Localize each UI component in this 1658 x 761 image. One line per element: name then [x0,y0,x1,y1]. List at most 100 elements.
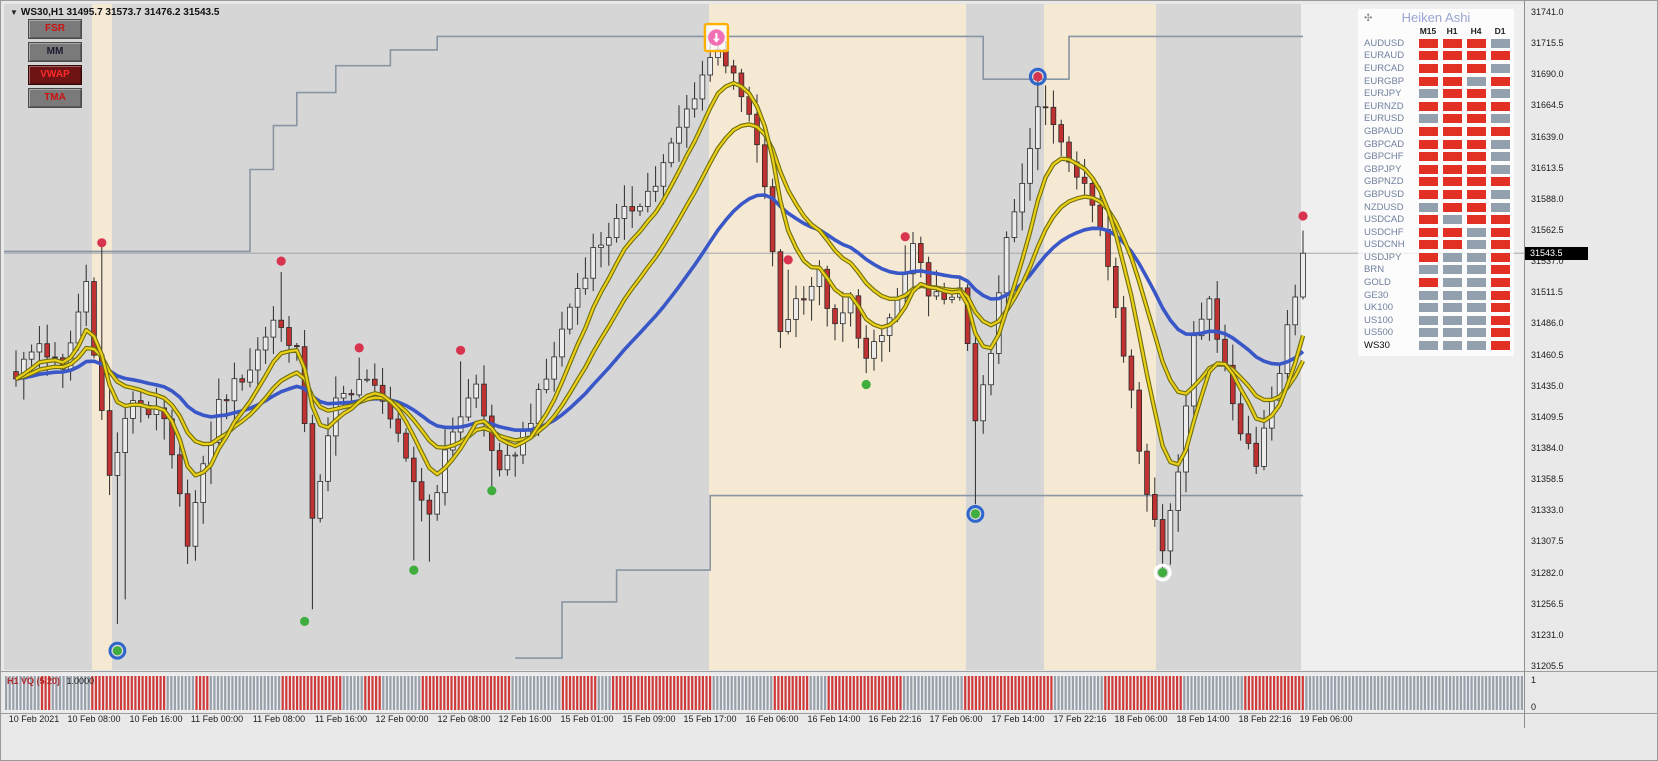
trend-cell-d1 [1490,215,1510,225]
panel-row-uk100[interactable]: UK100 [1358,301,1514,314]
panel-row-ws30[interactable]: WS30 [1358,339,1514,352]
panel-column-headers: M15 H1 H4 D1 [1358,25,1514,37]
price-axis-label: 31435.0 [1531,380,1564,391]
panel-row-gbpjpy[interactable]: GBPJPY [1358,163,1514,176]
trend-cell-m15 [1418,315,1438,325]
panel-row-gbpaud[interactable]: GBPAUD [1358,125,1514,138]
trend-cell-h4 [1466,189,1486,199]
symbol-dropdown-icon[interactable]: ▼ [10,8,18,17]
trend-cell-m15 [1418,38,1438,48]
time-axis-label: 18 Feb 22:16 [1238,714,1292,724]
trend-cell-m15 [1418,202,1438,212]
panel-rows: AUDUSD EURAUD EURCAD EURGBP EURJPY EURNZD EURU… [1358,37,1514,352]
trend-cell-h1 [1442,89,1462,99]
panel-row-gbpusd[interactable]: GBPUSD [1358,188,1514,201]
panel-row-gold[interactable]: GOLD [1358,276,1514,289]
panel-row-eurjpy[interactable]: EURJPY [1358,87,1514,100]
trend-cell-h4 [1466,126,1486,136]
trend-cell-m15 [1418,114,1438,124]
panel-row-nzdusd[interactable]: NZDUSD [1358,201,1514,214]
panel-symbol-label: GBPNZD [1364,176,1404,188]
trend-cell-h1 [1442,164,1462,174]
trend-cell-d1 [1490,51,1510,61]
price-axis-label: 31537.0 [1531,256,1564,267]
panel-row-eurnzd[interactable]: EURNZD [1358,100,1514,113]
pane-separator[interactable] [1,671,1657,672]
panel-row-audusd[interactable]: AUDUSD [1358,37,1514,50]
trend-cell-d1 [1490,290,1510,300]
panel-symbol-label: EURUSD [1364,113,1405,125]
panel-symbol-label: EURGBP [1364,75,1405,87]
panel-row-usdcad[interactable]: USDCAD [1358,213,1514,226]
price-axis-label: 31690.0 [1531,69,1564,80]
trend-cell-m15 [1418,139,1438,149]
trend-cell-m15 [1418,126,1438,136]
trend-cell-m15 [1418,341,1438,351]
trend-cell-h4 [1466,290,1486,300]
panel-col-h4: H4 [1470,26,1482,36]
panel-row-ge30[interactable]: GE30 [1358,289,1514,302]
heiken-ashi-panel: ✣ Heiken Ashi M15 H1 H4 D1 AUDUSD EURAUD EURC… [1358,9,1514,356]
trend-cell-h1 [1442,240,1462,250]
time-axis-label: 16 Feb 22:16 [868,714,922,724]
trend-cell-m15 [1418,177,1438,187]
time-axis-label: 11 Feb 16:00 [314,714,368,724]
price-axis[interactable]: 31741.0 31715.5 31690.0 31664.5 31639.0 31613… [1528,4,1656,714]
time-axis-label: 18 Feb 14:00 [1176,714,1230,724]
panel-row-us500[interactable]: US500 [1358,327,1514,340]
vq-scale-bottom: 0 [1531,702,1537,712]
panel-row-gbpnzd[interactable]: GBPNZD [1358,176,1514,189]
panel-title: Heiken Ashi [1401,10,1471,25]
time-axis-label: 18 Feb 06:00 [1114,714,1168,724]
panel-row-euraud[interactable]: EURAUD [1358,50,1514,63]
panel-row-eurusd[interactable]: EURUSD [1358,113,1514,126]
panel-symbol-label: BRN [1364,264,1385,276]
fsr-button[interactable]: FSR [28,19,82,39]
trend-cell-m15 [1418,252,1438,262]
trend-cell-m15 [1418,89,1438,99]
time-axis-label: 15 Feb 01:00 [560,714,614,724]
price-axis-label: 31384.0 [1531,443,1564,453]
chart-plot-area[interactable]: ▼ WS30,H1 31495.7 31573.7 31476.2 31543.5… [1,4,1524,670]
panel-row-gbpcad[interactable]: GBPCAD [1358,138,1514,151]
price-axis-label: 31664.5 [1531,100,1564,111]
vwap-button[interactable]: VWAP [28,65,82,85]
trend-cell-m15 [1418,290,1438,300]
tma-button[interactable]: TMA [28,88,82,108]
panel-row-usdchf[interactable]: USDCHF [1358,226,1514,239]
panel-symbol-label: WS30 [1364,340,1390,352]
trend-cell-h4 [1466,315,1486,325]
trend-cell-m15 [1418,240,1438,250]
panel-row-eurcad[interactable]: EURCAD [1358,62,1514,75]
trend-cell-d1 [1490,126,1510,136]
panel-row-eurgbp[interactable]: EURGBP [1358,75,1514,88]
trend-cell-h1 [1442,265,1462,275]
trend-cell-m15 [1418,227,1438,237]
panel-row-usdjpy[interactable]: USDJPY [1358,251,1514,264]
panel-row-usdcnh[interactable]: USDCNH [1358,239,1514,252]
chart-canvas[interactable] [1,4,1524,675]
panel-row-gbpchf[interactable]: GBPCHF [1358,150,1514,163]
mm-button[interactable]: MM [28,42,82,62]
time-axis[interactable]: 10 Feb 2021 10 Feb 08:00 10 Feb 16:00 11 Fe… [4,714,1524,728]
vq-indicator-label: H1 VQ (5,20) 1.0000 [7,676,94,686]
panel-symbol-label: EURNZD [1364,100,1404,112]
trend-cell-h4 [1466,139,1486,149]
panel-row-us100[interactable]: US100 [1358,314,1514,327]
vq-indicator-pane[interactable] [4,674,1524,712]
trend-cell-h4 [1466,278,1486,288]
trend-cell-h1 [1442,114,1462,124]
price-axis-label: 31256.5 [1531,598,1564,609]
trend-cell-m15 [1418,328,1438,338]
trend-cell-h4 [1466,76,1486,86]
trend-cell-h1 [1442,126,1462,136]
panel-row-brn[interactable]: BRN [1358,264,1514,277]
trend-cell-h1 [1442,215,1462,225]
compass-icon[interactable]: ✣ [1364,13,1373,24]
trend-cell-d1 [1490,89,1510,99]
trend-cell-h4 [1466,227,1486,237]
price-axis-label: 31486.0 [1531,318,1564,329]
price-axis-label: 31588.0 [1531,193,1564,204]
trend-cell-d1 [1490,202,1510,212]
